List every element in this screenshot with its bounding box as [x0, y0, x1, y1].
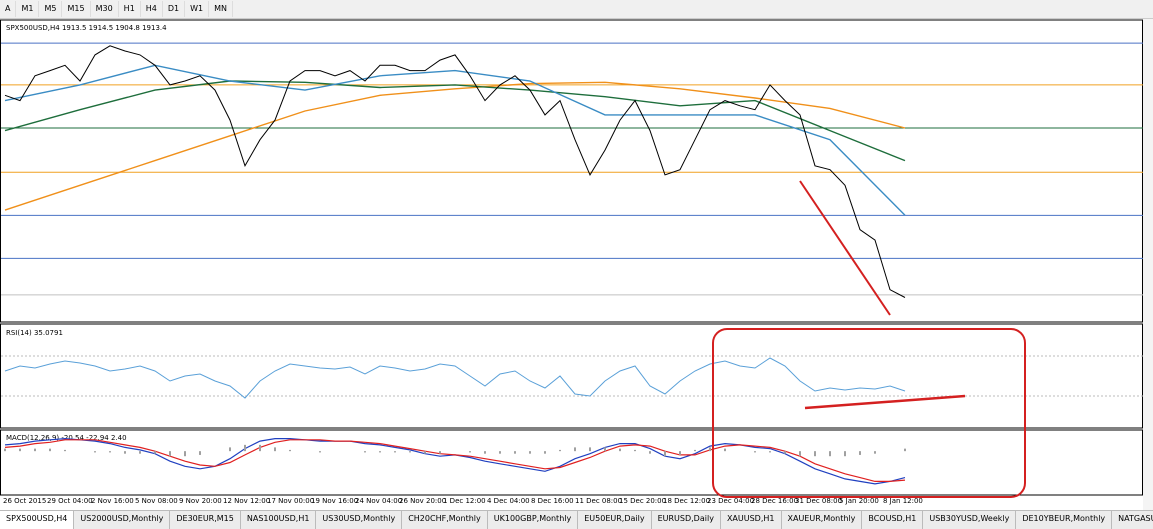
panel-title: MACD(12,26,9) -20.54 -22.94 2.40 — [6, 434, 127, 442]
chart-tab[interactable]: XAUEUR,Monthly — [782, 511, 863, 529]
moving-average — [4, 81, 906, 211]
timeframe-button[interactable]: M30 — [91, 1, 119, 17]
tabs: SPX500USD,H4 US2000USD,Monthly DE30EUR,M15… — [0, 510, 1153, 529]
timeframe-button[interactable]: M1 — [16, 1, 40, 17]
font-button[interactable]: A — [0, 1, 17, 17]
chart-tab[interactable]: NATGASUSD,Daily — [1112, 511, 1153, 529]
x-tick-label: 1 Dec 12:00 — [443, 497, 486, 505]
chart: SPX500USD,H4 1913.5 1914.5 1904.8 1913.4… — [0, 19, 1153, 510]
x-tick-label: 29 Oct 04:00 — [47, 497, 93, 505]
x-tick-label: 26 Oct 2015 — [3, 497, 46, 505]
x-tick-label: 11 Dec 08:00 — [575, 497, 622, 505]
chart-tab[interactable]: US30USD,Monthly — [316, 511, 403, 529]
chart-tab[interactable]: XAUUSD,H1 — [721, 511, 782, 529]
toolbar: A M1 M5 M15 M30 H1 H4 D1 W1 MN — [0, 0, 1153, 19]
timeframe-button[interactable]: D1 — [163, 1, 186, 17]
annotation-line — [799, 180, 891, 316]
x-tick-label: 31 Dec 08:00 — [795, 497, 842, 505]
rsi-panel — [0, 323, 1143, 429]
annotation-line — [804, 394, 966, 410]
x-tick-label: 17 Nov 00:00 — [267, 497, 314, 505]
x-tick-label: 15 Dec 20:00 — [619, 497, 666, 505]
chart-tab[interactable]: EU50EUR,Daily — [578, 511, 652, 529]
x-tick-label: 19 Nov 16:00 — [311, 497, 358, 505]
chart-tab[interactable]: DE10YBEUR,Monthly — [1016, 511, 1113, 529]
chart-tab[interactable]: BCOUSD,H1 — [862, 511, 924, 529]
x-tick-label: 26 Nov 20:00 — [399, 497, 446, 505]
x-tick-label: 2 Nov 16:00 — [91, 497, 134, 505]
x-tick-label: 28 Dec 16:00 — [751, 497, 798, 505]
chart-tab[interactable]: DE30EUR,M15 — [170, 511, 241, 529]
timeframe-button[interactable]: W1 — [185, 1, 210, 17]
timeframe-button[interactable]: H4 — [141, 1, 163, 17]
x-tick-label: 9 Nov 20:00 — [179, 497, 222, 505]
chart-tab[interactable]: US2000USD,Monthly — [74, 511, 171, 529]
chart-tab[interactable]: USB30YUSD,Weekly — [923, 511, 1017, 529]
moving-average — [4, 80, 906, 162]
panel-title: SPX500USD,H4 1913.5 1914.5 1904.8 1913.4 — [6, 24, 167, 32]
macd-panel — [0, 429, 1143, 496]
chart-bg — [0, 19, 1143, 510]
x-tick-label: 4 Dec 04:00 — [487, 497, 530, 505]
chart-tab[interactable]: CH20CHF,Monthly — [402, 511, 488, 529]
x-tick-label: 24 Nov 04:00 — [355, 497, 402, 505]
chart-tab[interactable]: SPX500USD,H4 — [0, 511, 75, 529]
panel-title: RSI(14) 35.0791 — [6, 329, 63, 337]
x-tick-label: 8 Jan 12:00 — [883, 497, 923, 505]
price-panel — [0, 19, 1143, 323]
rsi-line — [4, 357, 906, 399]
x-tick-label: 23 Dec 04:00 — [707, 497, 754, 505]
chart-tab[interactable]: EURUSD,Daily — [652, 511, 721, 529]
x-tick-label: 8 Dec 16:00 — [531, 497, 574, 505]
x-tick-label: 5 Jan 20:00 — [839, 497, 879, 505]
chart-tab[interactable]: UK100GBP,Monthly — [488, 511, 579, 529]
x-tick-label: 18 Dec 12:00 — [663, 497, 710, 505]
timeframe-button[interactable]: M5 — [39, 1, 63, 17]
timeframe-button[interactable]: M15 — [62, 1, 91, 17]
timeframe-button[interactable]: H1 — [119, 1, 141, 17]
timeframe-button[interactable]: MN — [209, 1, 234, 17]
x-tick-label: 5 Nov 08:00 — [135, 497, 178, 505]
chart-tab[interactable]: NAS100USD,H1 — [241, 511, 317, 529]
x-tick-label: 12 Nov 12:00 — [223, 497, 270, 505]
price-line — [4, 45, 906, 298]
price-scale — [1143, 19, 1153, 510]
annotation-box — [712, 328, 1026, 498]
